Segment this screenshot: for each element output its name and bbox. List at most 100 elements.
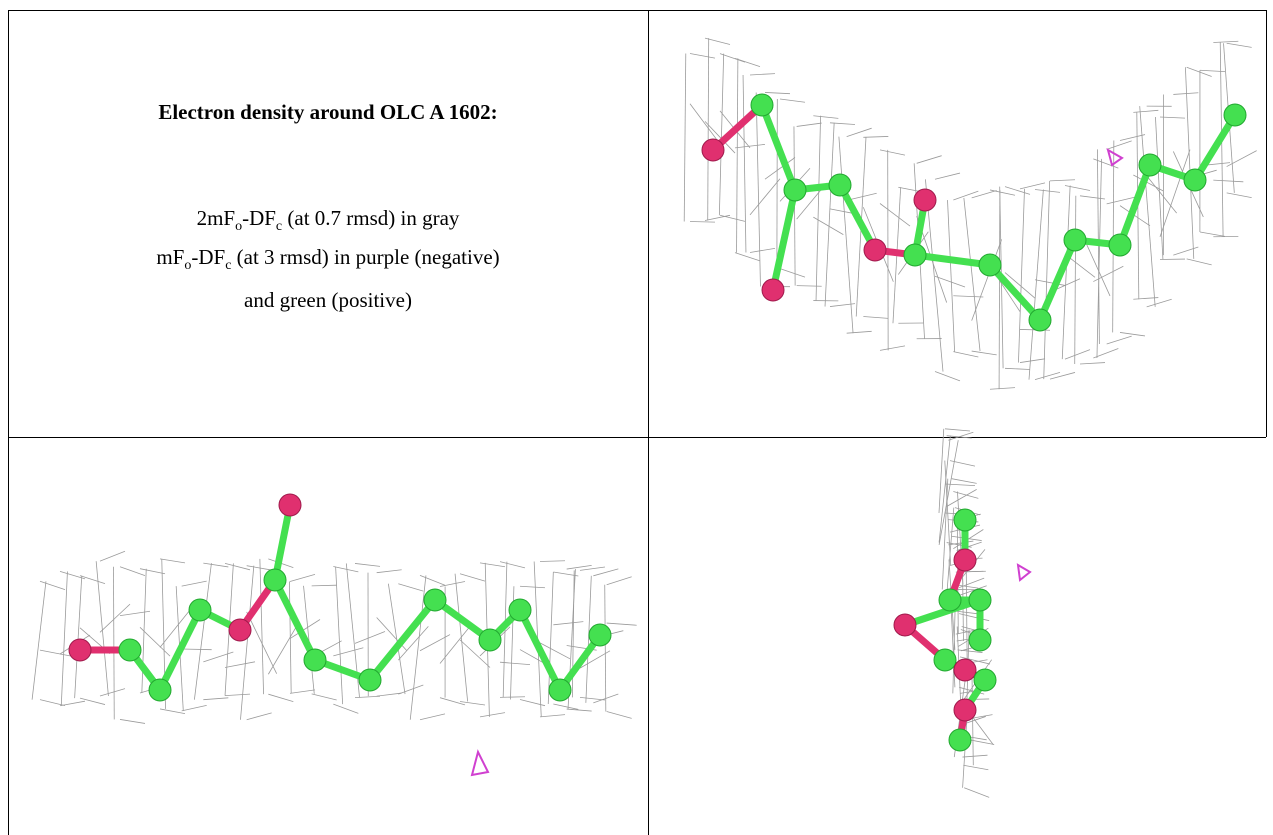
atom [701,138,725,162]
mesh-line [333,566,359,573]
atom [903,243,927,267]
mesh-line [947,200,956,352]
mesh-line [1173,246,1199,256]
mesh-line [734,143,766,149]
mesh-line [99,603,131,633]
mesh-line [1093,348,1119,359]
text: -DF [242,206,276,230]
atom [938,588,962,612]
mesh-line [704,121,736,154]
mesh-line [354,563,381,567]
subscript: o [184,258,192,274]
mesh-line [941,478,949,590]
mesh-line [74,575,83,699]
mesh-line [1159,149,1191,238]
mesh-line [953,491,979,499]
mesh-line [1019,182,1046,190]
mesh-line [938,435,951,543]
mesh-line [719,214,746,222]
mesh-line [606,711,632,719]
table-border [8,10,1267,835]
atom [303,648,327,672]
mesh-line [439,697,466,706]
legend-line: mFo-DFc (at 3 rmsd) in purple (negative) [8,245,648,274]
mesh-line [39,580,66,590]
mesh-line [1106,196,1137,205]
mesh-line [1173,92,1199,95]
mesh-line [956,585,987,597]
mesh-line [519,699,546,707]
atom [1138,153,1162,177]
legend-line: and green (positive) [244,288,412,312]
mesh-line [1146,175,1177,214]
mesh-line [989,387,1016,390]
mesh-line [289,619,321,639]
mesh-line [303,585,315,694]
mesh-line [539,714,566,718]
mesh-line [959,613,990,622]
mesh-line [519,585,546,589]
mesh-line [796,285,822,287]
text: 2mF [196,206,236,230]
mesh-line [459,639,491,668]
atom [1108,233,1132,257]
bond [516,606,564,694]
difference-peak [1016,563,1032,582]
mesh-line [604,584,607,712]
mesh-line [289,689,316,694]
bond [156,606,204,694]
density-mesh [683,37,1257,390]
mesh-line [964,787,990,798]
mesh-line [879,149,906,156]
mesh-line [863,136,889,138]
mesh-line [829,122,856,125]
mesh-line [704,37,731,45]
molecule [701,93,1247,332]
mesh-line [846,192,877,201]
mesh-line [1119,134,1146,141]
atom [893,613,917,637]
mesh-line [398,583,424,592]
mesh-line [1018,188,1025,363]
molecule [893,508,997,752]
mesh-line [246,712,272,721]
bond [911,251,994,269]
molecule [68,493,612,702]
text: (at 0.7 rmsd) in gray [282,206,460,230]
mesh-line [962,754,988,758]
mesh-line [1213,40,1239,43]
mesh-line [951,478,977,484]
mesh-line [398,684,424,695]
mesh-line [1049,372,1076,380]
mesh-line [579,696,606,701]
mesh-line [846,330,872,334]
mesh-line [938,440,959,545]
mesh-line [1185,67,1195,259]
mesh-line [376,692,402,697]
mesh-line [119,719,146,724]
mesh-line [934,275,966,288]
mesh-line [948,431,974,441]
mesh-line [499,561,526,569]
mesh-line [606,622,637,626]
mesh-line [1133,109,1159,113]
mesh-line [181,704,207,712]
bond [901,596,984,629]
mesh-line [193,563,212,700]
mesh-line [1186,258,1212,266]
atom [863,238,887,262]
mesh-line [1004,272,1036,299]
mesh-line [916,155,942,164]
mesh-line [1061,185,1071,360]
mesh-line [953,190,979,201]
difference-peak [470,749,490,777]
mesh-line [246,565,272,571]
mesh-line [459,701,486,706]
mesh-line [539,560,566,562]
mesh-line [203,562,229,568]
atom [1183,168,1207,192]
mesh-line [953,351,979,358]
bond [366,596,439,684]
text: -DF [191,245,226,269]
atom [750,93,774,117]
